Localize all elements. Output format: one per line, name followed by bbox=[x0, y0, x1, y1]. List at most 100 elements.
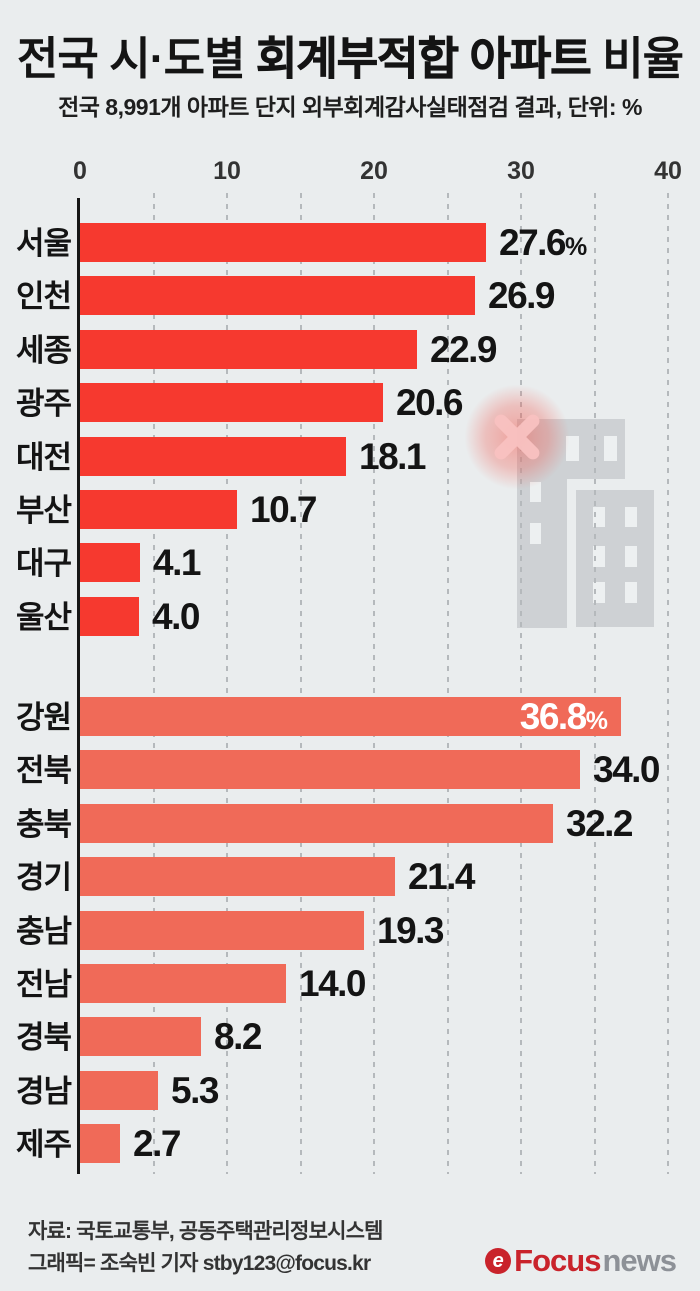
gridline-30 bbox=[520, 193, 522, 1174]
credit-note: 그래픽= 조숙빈 기자 stby123@focus.kr bbox=[28, 1252, 371, 1275]
gridline-25 bbox=[446, 193, 449, 1174]
bar-세종 bbox=[80, 330, 417, 369]
bar-대전 bbox=[80, 437, 346, 476]
value-label-울산: 4.0 bbox=[152, 596, 200, 637]
value-label-경북: 8.2 bbox=[214, 1016, 262, 1057]
category-label-광주: 광주 bbox=[15, 386, 72, 421]
source-note: 자료: 국토교통부, 공동주택관리정보시스템 bbox=[28, 1220, 383, 1243]
category-label-세종: 세종 bbox=[15, 333, 72, 368]
value-label-인천: 26.9 bbox=[488, 275, 556, 316]
value-number: 19.3 bbox=[377, 910, 445, 951]
bar-대구 bbox=[80, 543, 140, 582]
title-part-regular: 전국 시·도별 bbox=[16, 33, 256, 84]
value-label-전남: 14.0 bbox=[299, 963, 367, 1004]
page-title: 전국 시·도별 회계부적합 아파트 비율 bbox=[0, 22, 700, 87]
category-label-경남: 경남 bbox=[15, 1074, 72, 1109]
value-label-서울: 27.6% bbox=[499, 222, 588, 263]
category-label-강원: 강원 bbox=[15, 700, 72, 735]
focus-news-logo: e Focus news bbox=[485, 1243, 677, 1279]
building-window bbox=[593, 546, 605, 567]
category-label-부산: 부산 bbox=[15, 493, 72, 528]
x-tick-label-30: 30 bbox=[507, 157, 535, 185]
bar-서울 bbox=[80, 223, 486, 262]
gridline-15 bbox=[299, 193, 302, 1174]
category-label-울산: 울산 bbox=[15, 600, 72, 635]
bar-제주 bbox=[80, 1124, 120, 1163]
value-number: 5.3 bbox=[171, 1070, 219, 1111]
value-number: 34.0 bbox=[593, 749, 661, 790]
value-label-경남: 5.3 bbox=[171, 1070, 219, 1111]
category-label-경북: 경북 bbox=[15, 1020, 72, 1055]
x-mark-icon bbox=[447, 367, 587, 507]
bar-강원 bbox=[80, 697, 621, 736]
x-tick-label-10: 10 bbox=[213, 157, 241, 185]
value-number: 10.7 bbox=[250, 489, 318, 530]
category-label-인천: 인천 bbox=[15, 279, 72, 314]
category-label-서울: 서울 bbox=[15, 226, 72, 261]
gridline-35 bbox=[593, 193, 596, 1174]
bar-경기 bbox=[80, 857, 395, 896]
value-number: 32.2 bbox=[566, 803, 634, 844]
building-window bbox=[530, 523, 541, 544]
category-label-전남: 전남 bbox=[15, 967, 72, 1002]
bar-부산 bbox=[80, 490, 237, 529]
bar-전북 bbox=[80, 750, 580, 789]
category-label-제주: 제주 bbox=[15, 1127, 72, 1162]
category-label-경기: 경기 bbox=[15, 860, 72, 895]
value-number: 2.7 bbox=[133, 1123, 181, 1164]
category-label-충북: 충북 bbox=[15, 807, 72, 842]
chart-subtitle: 전국 8,991개 아파트 단지 외부회계감사실태점검 결과, 단위: % bbox=[58, 94, 642, 120]
value-number: 27.6 bbox=[499, 222, 567, 263]
building-window bbox=[593, 582, 605, 603]
percent-sign: % bbox=[565, 233, 588, 261]
gridline-5 bbox=[152, 193, 155, 1174]
value-number: 4.1 bbox=[153, 542, 201, 583]
building-window bbox=[625, 546, 637, 567]
building-window bbox=[593, 507, 605, 527]
gridline-20 bbox=[373, 193, 375, 1174]
value-label-세종: 22.9 bbox=[430, 329, 498, 370]
gridline-10 bbox=[226, 193, 228, 1174]
y-axis-line bbox=[77, 198, 80, 1174]
value-number: 22.9 bbox=[430, 329, 498, 370]
value-label-대구: 4.1 bbox=[153, 542, 201, 583]
bar-경남 bbox=[80, 1071, 158, 1110]
value-number: 18.1 bbox=[359, 436, 427, 477]
x-tick-label-0: 0 bbox=[73, 157, 87, 185]
x-tick-label-20: 20 bbox=[360, 157, 388, 185]
bar-전남 bbox=[80, 964, 286, 1003]
title-part-emphasis: 회계부적합 아파트 bbox=[255, 33, 593, 85]
value-number: 36.8 bbox=[519, 696, 588, 737]
value-label-대전: 18.1 bbox=[359, 436, 427, 477]
category-label-전북: 전북 bbox=[15, 753, 72, 788]
x-tick-label-40: 40 bbox=[654, 157, 682, 185]
value-label-전북: 34.0 bbox=[593, 749, 661, 790]
bar-충북 bbox=[80, 804, 553, 843]
category-label-대전: 대전 bbox=[15, 440, 72, 475]
title-part-regular-2: 비율 bbox=[590, 33, 684, 84]
value-label-충북: 32.2 bbox=[566, 803, 634, 844]
value-number: 4.0 bbox=[152, 596, 200, 637]
value-label-충남: 19.3 bbox=[377, 910, 445, 951]
value-label-부산: 10.7 bbox=[250, 489, 318, 530]
value-number: 26.9 bbox=[488, 275, 556, 316]
category-label-충남: 충남 bbox=[15, 914, 72, 949]
focus-news-logo-icon: e bbox=[485, 1248, 512, 1274]
gridline-40 bbox=[667, 193, 669, 1174]
value-label-제주: 2.7 bbox=[133, 1123, 181, 1164]
category-label-대구: 대구 bbox=[15, 546, 72, 581]
bar-경북 bbox=[80, 1017, 201, 1056]
value-label-강원: 36.8% bbox=[80, 696, 608, 737]
value-label-경기: 21.4 bbox=[408, 856, 476, 897]
value-number: 14.0 bbox=[299, 963, 367, 1004]
building-window bbox=[625, 507, 637, 527]
value-number: 21.4 bbox=[408, 856, 476, 897]
bar-울산 bbox=[80, 597, 139, 636]
bar-인천 bbox=[80, 276, 475, 315]
focus-news-logo-secondary: news bbox=[602, 1243, 677, 1278]
building-right bbox=[574, 488, 656, 629]
building-window bbox=[625, 582, 637, 603]
bar-충남 bbox=[80, 911, 364, 950]
focus-news-logo-primary: Focus bbox=[514, 1243, 601, 1278]
